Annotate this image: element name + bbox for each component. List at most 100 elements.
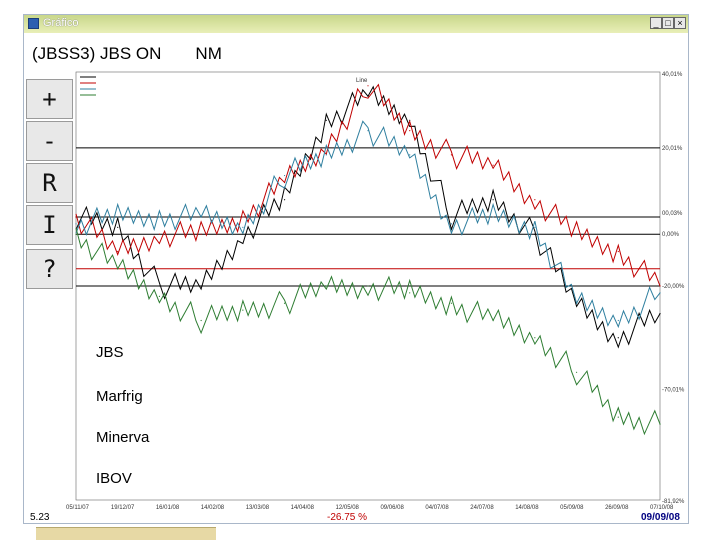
status-left: 5.23 [30,512,50,523]
top-note: Line [356,78,368,84]
data-point [283,181,286,184]
data-point [200,233,202,235]
data-point [117,226,119,228]
right-tick-label: 00,03% [662,211,683,217]
data-point [617,319,619,322]
x-tick-label: 05/11/07 [66,505,90,511]
x-tick-label: 14/02/08 [201,505,225,511]
series-line [75,83,661,287]
data-point [325,119,327,121]
info-button[interactable]: I [26,205,73,245]
segment-label: NM [195,44,222,63]
data-point [409,292,411,294]
taskbar-strip [36,527,216,540]
x-tick-label: 14/08/08 [515,505,539,511]
data-point [450,302,453,304]
data-point [492,216,494,218]
data-point [409,130,411,132]
data-point [158,216,161,218]
data-point [492,199,494,201]
data-point [283,199,286,201]
data-point [200,285,202,287]
data-point [158,295,161,297]
status-change: -26.75 % [327,512,368,523]
status-date: 09/09/08 [641,512,680,523]
legend-label: Marfrig [96,388,143,405]
right-tick-label: 20,01% [662,146,683,152]
series-line [75,227,661,436]
data-point [659,423,661,425]
data-point [534,226,536,228]
data-point [409,154,411,156]
legend-label: Minerva [96,429,150,446]
data-point [617,337,619,339]
data-point [242,226,244,228]
right-tick-label: -70,01% [662,388,685,394]
right-tick-label: 0,00% [662,232,680,238]
right-tick-label: -20,00% [662,284,685,290]
data-point [659,285,661,287]
data-point [450,154,453,156]
data-point [200,216,202,218]
window-title: Gráfico [43,17,79,29]
minimize-button[interactable]: _ [650,17,662,29]
data-point [117,250,119,253]
x-tick-label: 09/06/08 [380,505,404,511]
data-point [367,85,369,87]
data-point [575,302,578,304]
data-point [158,233,161,235]
x-tick-label: 05/09/08 [560,505,584,511]
data-point [617,250,619,253]
data-point [242,216,244,218]
data-point [450,216,453,218]
data-point [200,319,202,322]
data-point [367,95,369,97]
series-line [75,120,661,329]
data-point [325,285,327,287]
reset-button[interactable]: R [26,163,73,203]
maximize-button[interactable]: □ [662,17,674,29]
zoom-in-button[interactable]: + [26,79,73,119]
x-tick-label: 24/07/08 [470,505,494,511]
data-point [492,319,494,322]
help-button[interactable]: ? [26,249,73,289]
right-tick-label: 40,01% [662,72,683,78]
data-point [367,130,369,132]
data-point [450,223,453,225]
x-tick-label: 19/12/07 [111,505,135,511]
data-point [492,164,494,166]
data-point [575,233,578,235]
data-point [75,233,77,235]
close-button[interactable]: × [674,17,686,29]
data-point [117,216,119,218]
data-point [75,216,77,218]
zoom-out-button[interactable]: - [26,121,73,161]
data-point [117,268,119,270]
data-point [158,285,161,287]
title-bar[interactable]: Gráfico _ □ × [24,15,688,33]
data-point [659,313,661,315]
data-point [534,337,536,339]
data-point [575,371,578,373]
data-point [283,174,286,177]
data-point [367,285,369,287]
x-tick-label: 16/01/08 [156,505,180,511]
x-tick-label: 12/05/08 [336,505,360,511]
x-tick-label: 04/07/08 [425,505,449,511]
right-tick-label: -81,92% [662,499,685,505]
x-tick-label: 14/04/08 [291,505,315,511]
data-point [242,309,244,311]
data-point [617,416,619,418]
legend-label: JBS [96,344,124,361]
ticker-label: (JBSS3) JBS ON [32,44,162,63]
data-point [659,292,661,294]
data-point [283,302,286,304]
x-tick-label: 07/10/08 [650,505,674,511]
legend-label: IBOV [96,470,132,487]
data-point [325,154,327,156]
x-tick-label: 26/09/08 [605,505,629,511]
data-point [534,233,536,235]
app-icon [28,18,39,29]
chart-header: (JBSS3) JBS ON NM [32,44,222,64]
